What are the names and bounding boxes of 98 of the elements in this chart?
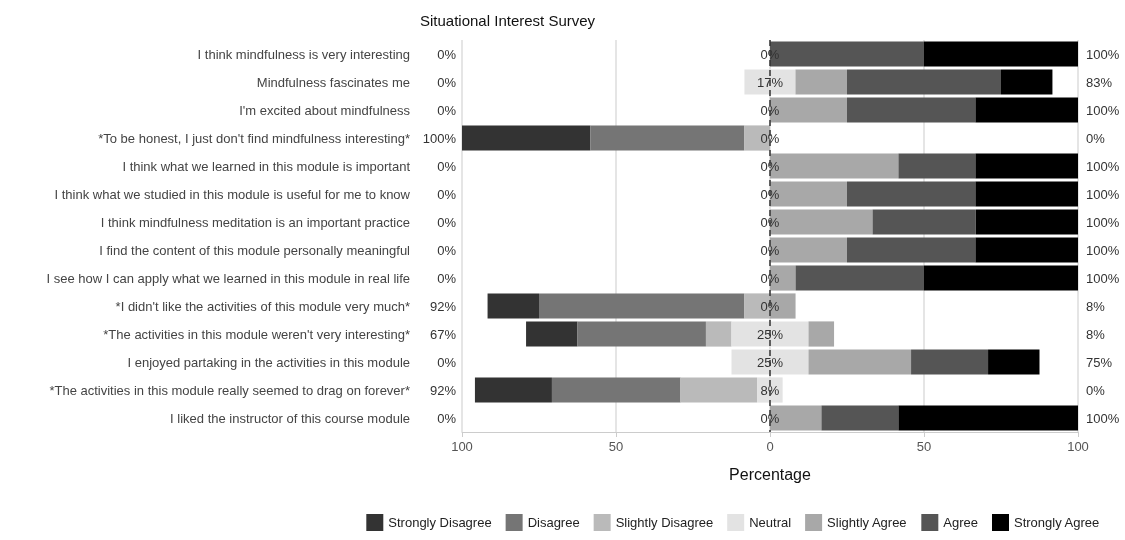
x-tick-label: 50: [608, 439, 624, 454]
annotation: 0%: [760, 242, 780, 258]
text: 0%: [437, 102, 457, 118]
text: 8%: [1086, 298, 1106, 314]
y-tick-label: *The activities in this module weren't very interesting*: [103, 326, 410, 342]
x-tick-label: 100: [1067, 439, 1089, 454]
text: 100%: [1086, 186, 1120, 202]
bar: [847, 237, 976, 263]
text: 100%: [1086, 214, 1120, 230]
bar: [975, 97, 1078, 123]
annotation: 0%: [760, 186, 780, 202]
y-tick-label: I find the content of this module personally meaningful: [99, 242, 411, 258]
text: 8%: [1086, 326, 1106, 342]
text: 0%: [437, 46, 457, 62]
bar: [821, 405, 899, 431]
text: 0%: [437, 354, 457, 370]
text: 0%: [437, 242, 457, 258]
x-axis-title: Percentage: [729, 465, 812, 483]
legend-label: Agree: [943, 515, 979, 530]
text: 0%: [1086, 382, 1106, 398]
bar: [975, 209, 1078, 235]
text: 100%: [1086, 242, 1120, 258]
y-tick-label: I think mindfulness meditation is an important practice: [100, 214, 410, 230]
legend-label: Strongly Disagree: [388, 515, 492, 530]
text: 100%: [1086, 46, 1120, 62]
x-tick-label: 100: [451, 439, 473, 454]
text: 100%: [1086, 410, 1120, 426]
text: 83%: [1086, 74, 1113, 90]
bar: [487, 293, 539, 319]
text: 75%: [1086, 354, 1113, 370]
bar: [975, 153, 1078, 179]
text: 100%: [422, 130, 457, 146]
text: 0%: [437, 270, 457, 286]
y-tick-label: I'm excited about mindfulness: [239, 102, 411, 118]
bar: [911, 349, 989, 375]
bar: [898, 153, 976, 179]
bar: [462, 125, 591, 151]
legend-label: Slightly Agree: [827, 515, 907, 530]
bar: [680, 377, 758, 403]
bar: [924, 41, 1078, 67]
bar: [551, 377, 681, 403]
annotation: 0%: [760, 130, 780, 146]
bar: [847, 97, 976, 123]
legend-label: Neutral: [749, 515, 792, 530]
text: 92%: [429, 382, 457, 398]
y-tick-label: I enjoyed partaking in the activities in this module: [127, 354, 410, 370]
y-tick-label: I think mindfulness is very interesting: [197, 46, 410, 62]
annotation: 17%: [756, 74, 784, 90]
text: 0%: [437, 186, 457, 202]
bar: [924, 265, 1078, 291]
y-tick-label: I see how I can apply what we learned in this module in real life: [46, 270, 410, 286]
bar: [577, 321, 706, 347]
annotation: 25%: [756, 326, 784, 342]
text: 0%: [437, 74, 457, 90]
y-tick-label: Mindfulness fascinates me: [256, 74, 410, 90]
y-tick-label: *To be honest, I just don't find mindfulness interesting*: [98, 130, 410, 146]
x-tick-label: 50: [916, 439, 932, 454]
text: 100%: [1086, 158, 1120, 174]
bar: [795, 69, 847, 95]
text: 0%: [437, 214, 457, 230]
text: 0%: [437, 410, 457, 426]
annotation: 0%: [760, 214, 780, 230]
text: 100%: [1086, 102, 1120, 118]
legend-label: Slightly Disagree: [615, 515, 714, 530]
bar: [975, 237, 1078, 263]
y-tick-label: *I didn't like the activities of this module very much*: [115, 298, 410, 314]
text: 92%: [429, 298, 457, 314]
text: 0%: [437, 158, 457, 174]
bar: [590, 125, 745, 151]
y-tick-label: I liked the instructor of this course module: [170, 410, 410, 426]
text: 100%: [1086, 270, 1120, 286]
y-tick-label: I think what we studied in this module is useful for me to know: [54, 186, 411, 202]
bar: [808, 349, 912, 375]
bar: [1001, 69, 1053, 95]
text: 0%: [1086, 130, 1106, 146]
annotation: 25%: [756, 354, 784, 370]
legend-label: Disagree: [527, 515, 580, 530]
bar: [705, 321, 732, 347]
bar: [975, 181, 1078, 207]
bar: [847, 181, 976, 207]
y-tick-label: I think what we learned in this module is important: [122, 158, 411, 174]
bar: [526, 321, 578, 347]
annotation: 0%: [760, 298, 780, 314]
bar: [988, 349, 1040, 375]
bar: [539, 293, 745, 319]
chart-title: Situational Interest Survey: [420, 12, 596, 29]
bar: [872, 209, 976, 235]
bar: [808, 321, 835, 347]
annotation: 0%: [760, 102, 780, 118]
bar: [898, 405, 1078, 431]
bar: [847, 69, 1001, 95]
annotation: 8%: [760, 382, 780, 398]
legend-label: Strongly Agree: [1014, 515, 1100, 530]
bar: [795, 265, 924, 291]
bar: [474, 377, 552, 403]
y-tick-label: *The activities in this module really seemed to drag on forever*: [49, 382, 410, 398]
x-tick-label: 0: [766, 439, 774, 454]
text: 67%: [429, 326, 457, 342]
